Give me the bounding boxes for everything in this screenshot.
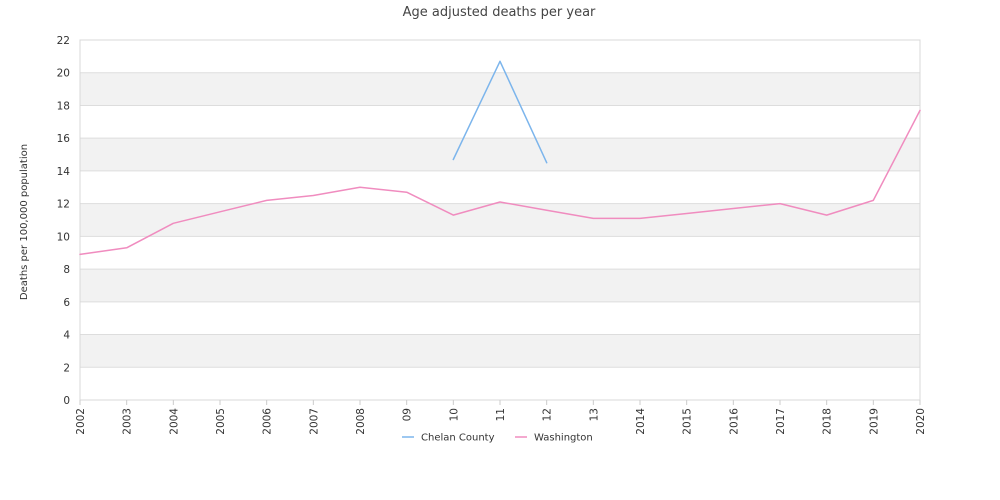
y-tick-label: 8 [63,264,70,276]
y-tick-label: 16 [57,133,71,145]
y-tick-label: 12 [57,199,70,211]
grid-band [80,334,920,368]
grid-band [80,72,920,106]
series-lines [79,60,921,256]
x-tick-label: 2020 [915,408,927,435]
grid-band [80,138,920,171]
series-line-washington [79,109,921,256]
x-tick-label: 2003 [122,408,134,435]
y-tick-label: 18 [57,100,70,112]
x-tick-label: 2007 [308,408,320,435]
x-tick-label: 11 [495,408,507,421]
x-tick-label: 09 [402,408,414,421]
x-tick-label: 2006 [262,408,274,435]
chart-title: Age adjusted deaths per year [403,5,596,20]
y-tick-label: 0 [63,395,70,407]
x-tick-label: 2004 [168,408,180,435]
y-axis-title: Deaths per 100,000 population [19,144,30,300]
y-tick-label: 20 [57,68,70,80]
grid-band [80,203,920,237]
grid-band [80,269,920,302]
y-tick-label: 6 [63,297,70,309]
x-tick-label: 10 [448,408,460,421]
x-tick-label: 13 [588,408,600,421]
legend-label: Washington [534,433,593,444]
y-tick-label: 14 [57,166,71,178]
x-tick-label: 2008 [355,408,367,435]
x-tick-label: 2005 [215,408,227,435]
x-tick-label: 2002 [75,408,87,435]
axes: 0 2 4 6 8 10 12 14 16 18 20 22 2002 2003 2004 2005 2006 2… [57,35,927,435]
y-tick-label: 22 [57,35,70,47]
grid-lines [79,39,921,401]
x-tick-label: 2015 [682,408,694,435]
y-tick-label: 2 [63,362,70,374]
legend: Chelan County Washington [402,433,593,444]
x-tick-label: 2016 [728,408,740,435]
x-tick-label: 2017 [775,408,787,435]
x-tick-label: 2018 [822,408,834,435]
grid-bands [80,40,920,400]
y-tick-label: 4 [63,330,70,342]
y-tick-label: 10 [57,231,70,243]
x-tick-label: 2014 [635,408,647,435]
x-tick-label: 12 [542,408,554,421]
legend-label: Chelan County [421,433,495,444]
x-tick-label: 2019 [868,408,880,435]
series-line-chelan-county [452,60,548,164]
